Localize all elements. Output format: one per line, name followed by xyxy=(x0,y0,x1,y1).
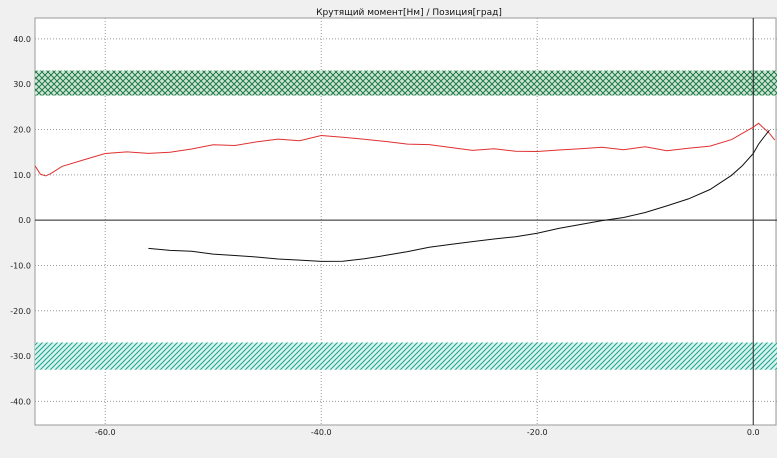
y-tick-label: -20.0 xyxy=(10,307,31,316)
series-line-1 xyxy=(35,122,776,177)
y-tick-label: -30.0 xyxy=(10,352,31,361)
bands xyxy=(35,70,777,370)
y-tick-label: 30.0 xyxy=(13,80,31,89)
upper-limit-band xyxy=(35,70,777,96)
y-tick-label: 20.0 xyxy=(13,125,31,134)
y-tick-label: -10.0 xyxy=(10,261,31,270)
x-tick-label: -40.0 xyxy=(311,428,332,437)
y-tick-label: 10.0 xyxy=(13,171,31,180)
y-tick-label: 40.0 xyxy=(13,35,31,44)
x-tick-labels: -60.0 -40.0 -20.0 0.0 xyxy=(95,428,760,437)
x-tick-label: 0.0 xyxy=(747,428,760,437)
y-tick-labels: 40.0 30.0 20.0 10.0 0.0 -10.0 -20.0 -30.0 -40.0 xyxy=(10,35,31,407)
lower-limit-band xyxy=(35,342,777,370)
x-tick-label: -20.0 xyxy=(527,428,548,437)
chart-title: Крутящий момент[Нм] / Позиция[град] xyxy=(316,8,502,18)
x-tick-label: -60.0 xyxy=(95,428,116,437)
y-tick-label: -40.0 xyxy=(10,397,31,406)
series-line-2 xyxy=(148,129,770,262)
y-tick-label: 0.0 xyxy=(18,216,31,225)
series xyxy=(35,122,776,262)
zero-axes xyxy=(35,18,777,425)
